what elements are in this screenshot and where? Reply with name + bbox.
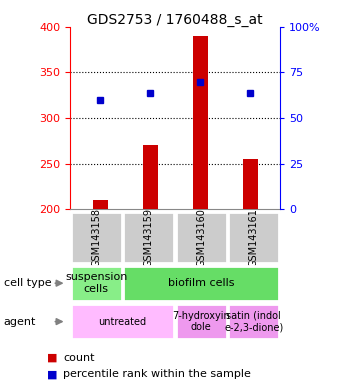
Bar xyxy=(175,212,227,263)
Bar xyxy=(71,212,122,263)
Text: percentile rank within the sample: percentile rank within the sample xyxy=(63,369,251,379)
Text: biofilm cells: biofilm cells xyxy=(168,278,234,288)
Text: ■: ■ xyxy=(47,353,58,363)
Text: GDS2753 / 1760488_s_at: GDS2753 / 1760488_s_at xyxy=(87,13,263,27)
Bar xyxy=(92,200,107,209)
Text: 7-hydroxyin
dole: 7-hydroxyin dole xyxy=(172,311,230,333)
Text: satin (indol
e-2,3-dione): satin (indol e-2,3-dione) xyxy=(224,311,284,333)
Text: GSM143159: GSM143159 xyxy=(144,208,154,266)
Bar xyxy=(123,212,174,263)
Text: agent: agent xyxy=(4,316,36,327)
Text: suspension
cells: suspension cells xyxy=(65,272,127,294)
Bar xyxy=(228,212,279,263)
Bar xyxy=(175,304,227,339)
Text: GSM143160: GSM143160 xyxy=(196,208,206,266)
Text: cell type: cell type xyxy=(4,278,51,288)
Bar xyxy=(71,304,175,339)
Bar xyxy=(228,304,279,339)
Text: ■: ■ xyxy=(47,369,58,379)
Bar xyxy=(71,266,122,301)
Bar xyxy=(243,159,258,209)
Bar xyxy=(142,146,158,209)
Text: GSM143158: GSM143158 xyxy=(91,208,101,266)
Text: count: count xyxy=(63,353,94,363)
Text: untreated: untreated xyxy=(98,316,147,327)
Text: GSM143161: GSM143161 xyxy=(249,208,259,266)
Bar xyxy=(123,266,280,301)
Bar xyxy=(193,36,208,209)
